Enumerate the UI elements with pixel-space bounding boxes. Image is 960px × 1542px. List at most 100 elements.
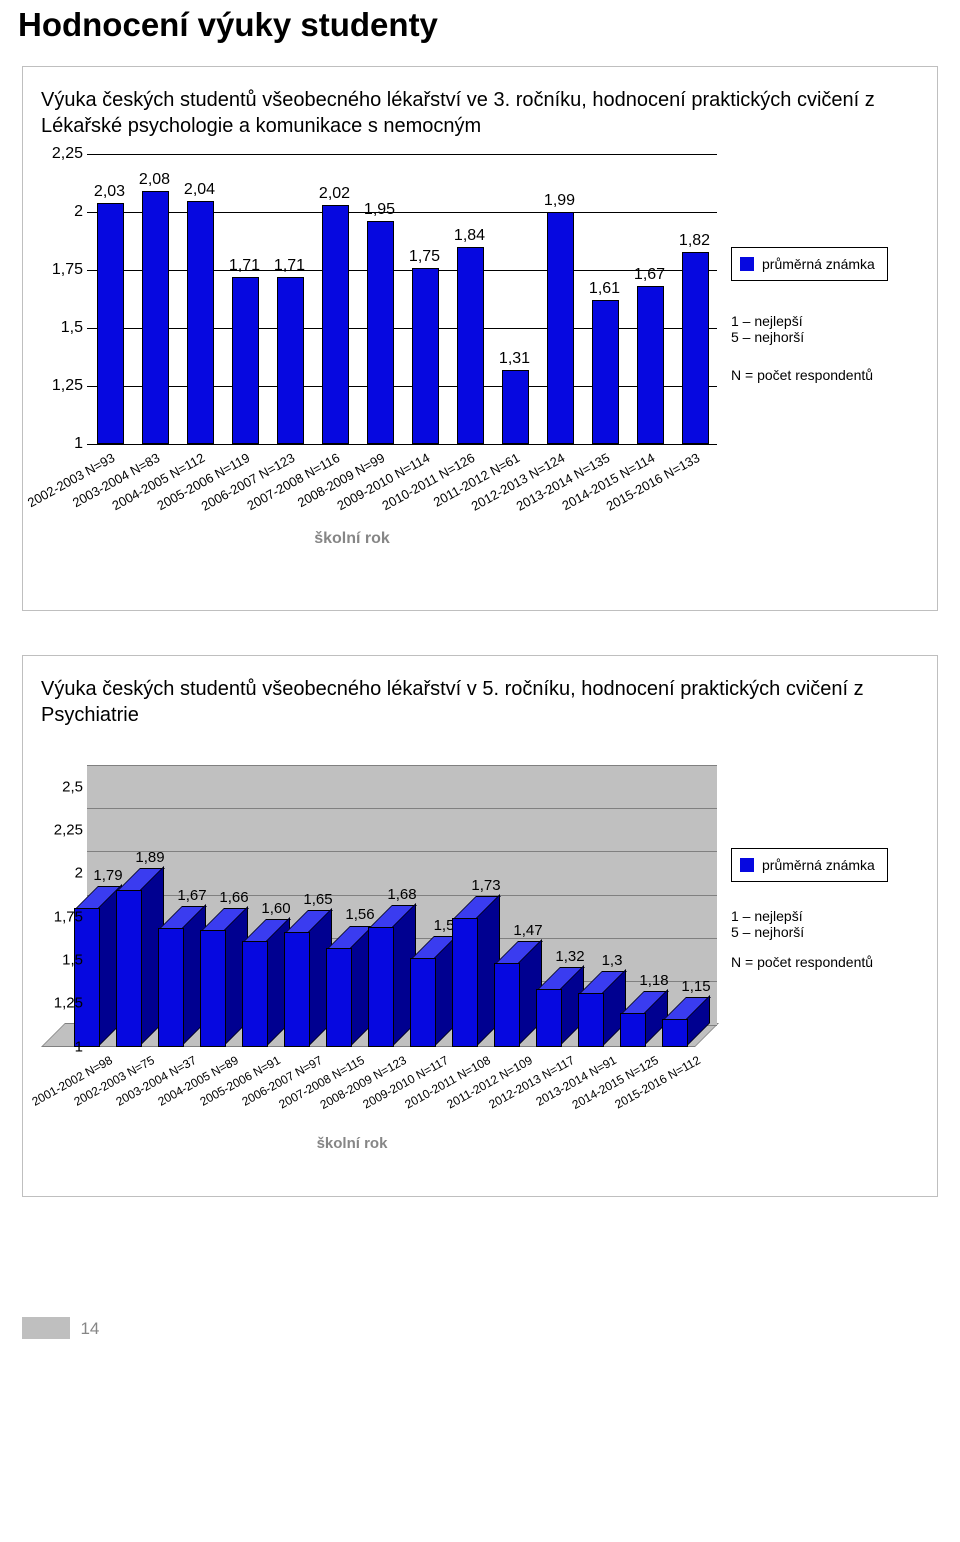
bar — [74, 908, 99, 1047]
bar — [536, 989, 561, 1046]
chart1-desc: Výuka českých studentů všeobecného lékař… — [41, 87, 919, 140]
bar-value: 2,08 — [139, 171, 170, 189]
bar — [158, 928, 183, 1046]
chart1-notes: 1 – nejlepší 5 – nejhorší N = počet resp… — [731, 313, 873, 383]
bar — [662, 1019, 687, 1047]
bar — [277, 277, 304, 444]
bar-value: 2,04 — [184, 181, 215, 199]
grid-line — [87, 851, 717, 852]
bar — [410, 958, 435, 1047]
chart2: 1,79 1,89 1,67 1,66 1,60 1,65 1,56 1,68 1,5 1,73 1… — [37, 765, 717, 1025]
note-worst: 5 – nejhorší — [731, 924, 873, 940]
x-axis-label: školní rok — [37, 530, 667, 548]
ytick-label: 2 — [37, 203, 83, 221]
grid-line — [87, 386, 717, 387]
bar-value: 1,56 — [345, 906, 374, 923]
bar-value: 2,02 — [319, 185, 350, 203]
bar-value: 1,73 — [471, 877, 500, 894]
grid-line — [87, 212, 717, 213]
bar-value: 1,15 — [681, 978, 710, 995]
note-best: 1 – nejlepší — [731, 313, 873, 329]
bar — [142, 191, 169, 444]
chart1-card: Výuka českých studentů všeobecného lékař… — [22, 66, 938, 611]
note-worst: 5 – nejhorší — [731, 329, 873, 345]
ytick-label: 2,5 — [37, 778, 83, 795]
bar-value: 1,82 — [679, 232, 710, 250]
ytick-label: 2,25 — [37, 821, 83, 838]
chart2-legend: průměrná známka — [731, 848, 888, 882]
ytick-label: 1,25 — [37, 377, 83, 395]
grid-line — [87, 328, 717, 329]
bar-value: 1,65 — [303, 891, 332, 908]
grid-line — [87, 154, 717, 155]
ytick-label: 1,5 — [37, 951, 83, 968]
bar-value: 1,68 — [387, 886, 416, 903]
page-title: Hodnocení výuky studenty — [18, 6, 960, 44]
chart2-card: Výuka českých studentů všeobecného lékař… — [22, 655, 938, 1197]
bar — [592, 300, 619, 444]
bar-value: 1,71 — [229, 257, 260, 275]
ytick-label: 2 — [37, 865, 83, 882]
x-axis-label: školní rok — [37, 1135, 667, 1152]
bar — [620, 1013, 645, 1046]
note-best: 1 – nejlepší — [731, 908, 873, 924]
bar — [457, 247, 484, 444]
legend-label: průměrná známka — [762, 256, 875, 272]
ytick-label: 1,25 — [37, 995, 83, 1012]
bar-value: 1,99 — [544, 192, 575, 210]
bar — [412, 268, 439, 444]
chart2-notes: 1 – nejlepší 5 – nejhorší N = počet resp… — [731, 908, 873, 970]
bar — [578, 993, 603, 1047]
bar-value: 1,66 — [219, 889, 248, 906]
bar-value: 1,61 — [589, 280, 620, 298]
note-n: N = počet respondentů — [731, 954, 873, 970]
chart2-spacer — [37, 743, 923, 765]
grid-line — [87, 444, 717, 445]
plot-area: 2,032,082,041,711,712,021,951,751,841,31… — [87, 154, 717, 444]
grid-line — [87, 270, 717, 271]
bar-value: 1,67 — [634, 266, 665, 284]
bar — [452, 918, 477, 1047]
bar-value: 1,32 — [555, 948, 584, 965]
ytick-label: 2,25 — [37, 145, 83, 163]
bar — [637, 286, 664, 443]
bar — [200, 930, 225, 1046]
page-footer: 14 — [22, 1317, 960, 1339]
bar — [367, 221, 394, 443]
bar-value: 1,60 — [261, 900, 290, 917]
chart1-legend: průměrná známka — [731, 247, 888, 281]
bar — [116, 890, 141, 1046]
ytick-label: 1,75 — [37, 261, 83, 279]
grid-line — [87, 765, 717, 766]
legend-label: průměrná známka — [762, 857, 875, 873]
bar-value: 1,18 — [639, 972, 668, 989]
chart1: 2,032,082,041,711,712,021,951,751,841,31… — [37, 154, 717, 444]
bar — [322, 205, 349, 444]
chart2-desc: Výuka českých studentů všeobecného lékař… — [41, 676, 919, 729]
page-number: 14 — [80, 1319, 99, 1339]
bar-value: 1,89 — [135, 849, 164, 866]
ytick-label: 1 — [37, 1038, 83, 1055]
bar-value: 2,03 — [94, 183, 125, 201]
bar-value: 1,84 — [454, 227, 485, 245]
bar — [368, 927, 393, 1047]
bar-value: 1,79 — [93, 867, 122, 884]
legend-swatch — [740, 858, 754, 872]
bar — [187, 201, 214, 444]
bar — [502, 370, 529, 444]
grid-line — [87, 808, 717, 809]
bar-value: 1,47 — [513, 922, 542, 939]
bar — [284, 932, 309, 1047]
bar — [97, 203, 124, 444]
bar — [682, 252, 709, 444]
bar-value: 1,75 — [409, 248, 440, 266]
bar — [242, 941, 267, 1047]
bar — [326, 948, 351, 1047]
plot-area: 1,791,891,671,661,601,651,561,681,51,731… — [87, 765, 717, 1025]
ytick-label: 1 — [37, 435, 83, 453]
bar-value: 1,71 — [274, 257, 305, 275]
bar-value: 1,3 — [602, 952, 623, 969]
bar — [547, 212, 574, 444]
legend-swatch — [740, 257, 754, 271]
bar-value: 1,67 — [177, 887, 206, 904]
